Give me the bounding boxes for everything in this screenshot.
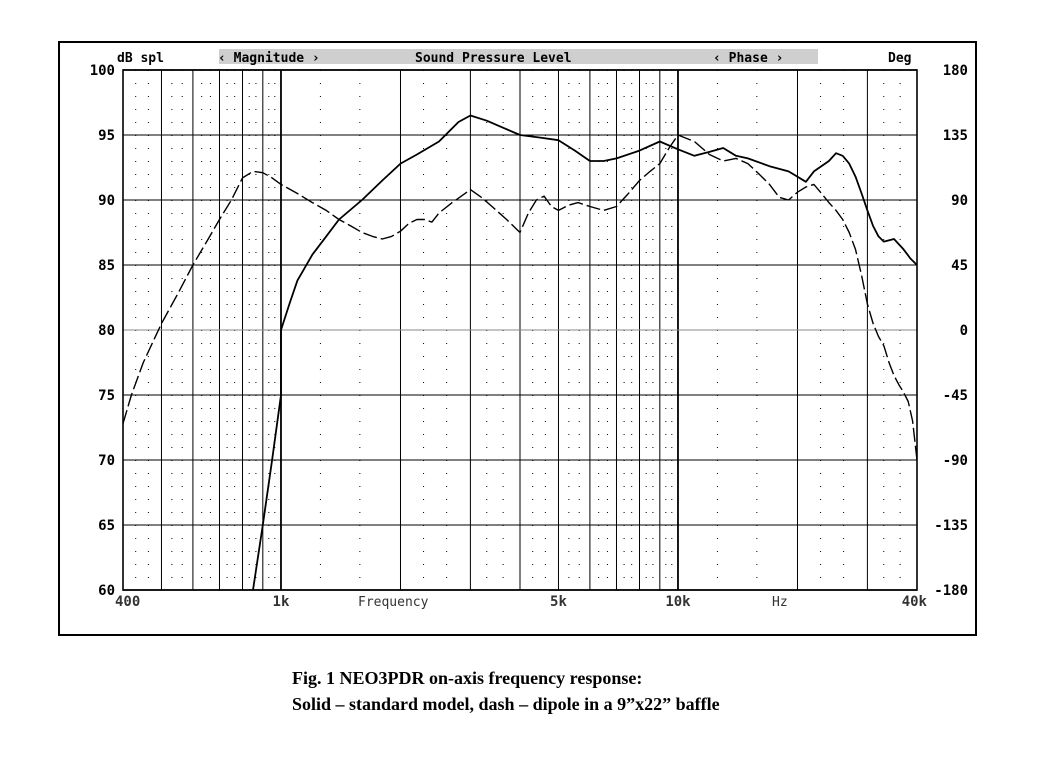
right-unit-label: Deg [888,51,911,66]
phase-label: ‹ Phase › [713,51,783,66]
y-tick-label-right: 0 [960,323,968,339]
y-tick-label-left: 75 [98,388,115,404]
y-tick-label-right: -180 [934,583,968,599]
series-line-dash [122,134,918,461]
y-tick-label-right: 135 [943,128,968,144]
y-tick-label-left: 60 [98,583,115,599]
y-tick-label-right: 90 [951,193,968,209]
y-tick-label-left: 65 [98,518,115,534]
y-tick-label-left: 70 [98,453,115,469]
x-tick-label: 10k [665,594,691,610]
y-tick-label-left: 95 [98,128,115,144]
x-tick-label: 400 [115,594,140,610]
y-tick-label-right: 45 [951,258,968,274]
y-tick-label-left: 100 [90,63,115,79]
x-unit-label: Hz [772,595,788,610]
left-unit-label: dB spl [117,51,164,66]
figure-caption-line-2: Solid – standard model, dash – dipole in… [292,694,720,714]
y-tick-label-left: 90 [98,193,115,209]
y-tick-label-right: 180 [943,63,968,79]
plot-border [122,69,918,591]
x-axis-label: Frequency [358,595,429,610]
x-tick-label: 5k [550,594,567,610]
frequency-response-chart: dB spl ‹ Magnitude › Sound Pressure Leve… [90,49,968,610]
series-line-solid [252,114,918,591]
header-bar-magnitude [219,49,369,64]
x-tick-label: 1k [273,594,290,610]
figure-caption-line-1: Fig. 1 NEO3PDR on-axis frequency respons… [292,668,643,688]
header-bar-title [369,49,712,64]
series-layer [122,114,918,591]
labels: dB spl ‹ Magnitude › Sound Pressure Leve… [90,51,968,610]
grid [122,69,918,591]
magnitude-label: ‹ Magnitude › [218,51,320,66]
y-tick-label-left: 80 [98,323,115,339]
y-tick-label-right: -135 [934,518,968,534]
chart-frame: dB spl ‹ Magnitude › Sound Pressure Leve… [58,41,977,636]
header-bar-phase [712,49,818,64]
chart-title: Sound Pressure Level [415,51,572,66]
x-tick-label: 40k [902,594,928,610]
y-tick-label-left: 85 [98,258,115,274]
y-tick-label-right: -90 [943,453,968,469]
y-tick-label-right: -45 [943,388,968,404]
